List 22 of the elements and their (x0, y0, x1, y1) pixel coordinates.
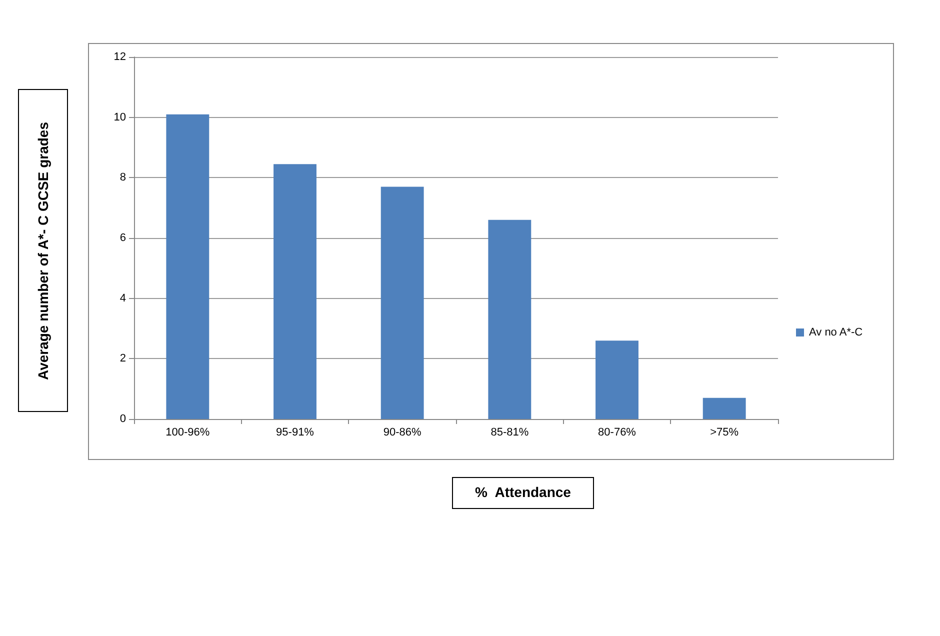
x-tick-label: 100-96% (166, 426, 210, 438)
bar (380, 186, 424, 419)
bar (596, 340, 638, 419)
y-tick-label: 8 (120, 172, 126, 184)
y-tick-label: 12 (114, 51, 126, 63)
y-tick-label: 0 (120, 413, 126, 425)
x-tick-label: 80-76% (598, 426, 636, 438)
bar (166, 114, 210, 419)
legend-label: Av no A*-C (809, 326, 863, 338)
y-axis-title: Average number of A*- C GCSE grades (35, 121, 51, 380)
y-tick-label: 4 (120, 292, 126, 304)
x-tick-label: 90-86% (383, 426, 422, 438)
bar (702, 398, 746, 419)
x-tick-label: 85-81% (490, 426, 529, 438)
y-tick-label: 10 (114, 111, 126, 124)
y-tick-label: 2 (120, 352, 126, 365)
x-tick-label: 95-91% (276, 426, 314, 438)
x-axis-title: % Attendance (452, 477, 594, 509)
x-tick-label: >75% (710, 426, 739, 438)
y-tick-label: 6 (120, 232, 126, 244)
bar (274, 164, 316, 419)
bar (488, 220, 532, 419)
